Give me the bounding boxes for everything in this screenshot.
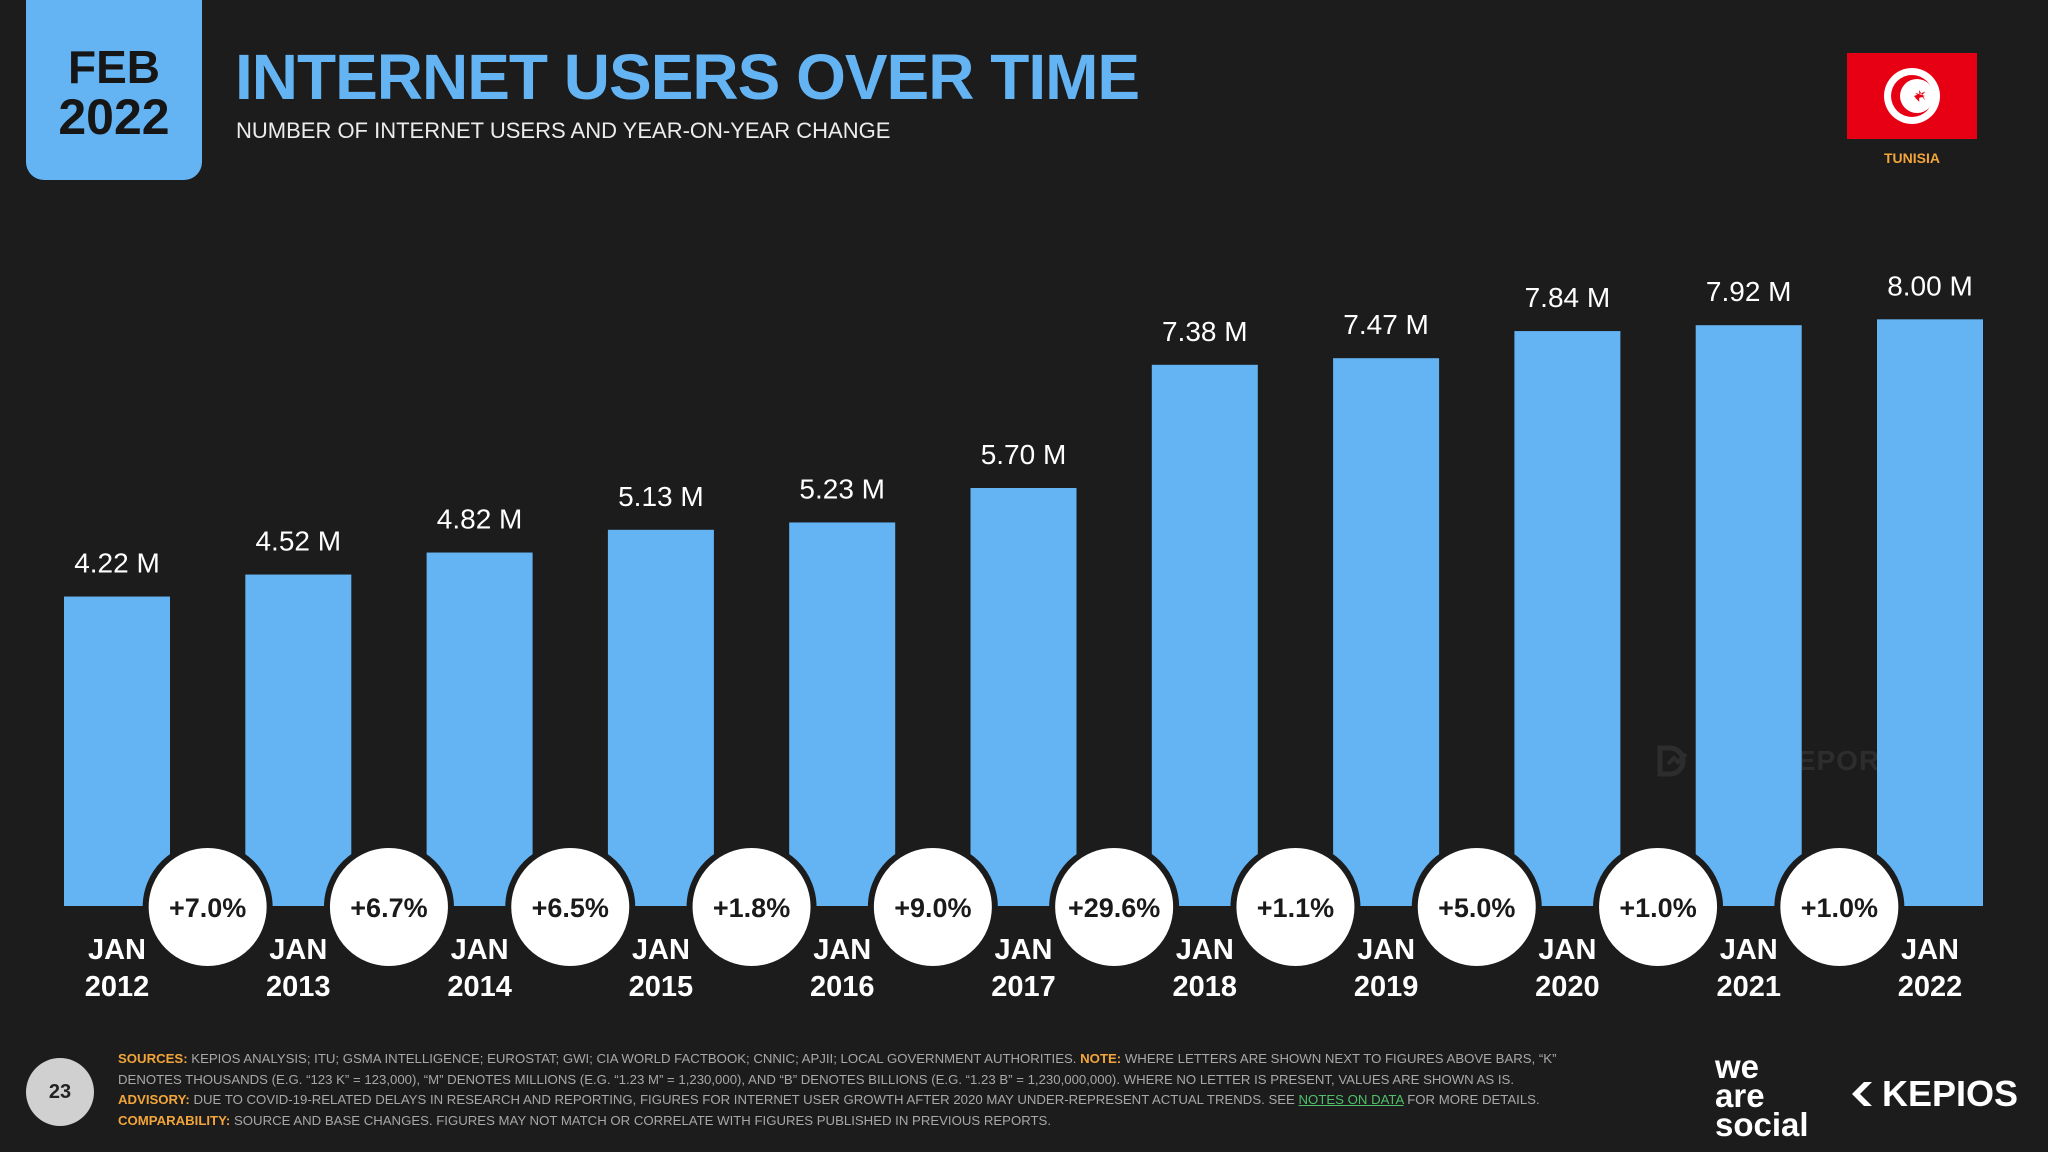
yoy-change-label: +6.7% xyxy=(350,893,427,923)
yoy-change-bubble xyxy=(1593,842,1724,972)
kepios-text: KEPIOS xyxy=(1882,1073,2019,1114)
note-label: NOTE: xyxy=(1080,1051,1122,1066)
advisory-text: DUE TO COVID-19-RELATED DELAYS IN RESEAR… xyxy=(193,1092,1295,1107)
yoy-change-label: +1.8% xyxy=(713,893,790,923)
x-tick-month: JAN xyxy=(1538,934,1596,966)
x-tick-month: JAN xyxy=(1901,934,1959,966)
kepios-mark-icon xyxy=(1852,1082,1872,1106)
yoy-change-label: +1.1% xyxy=(1257,893,1334,923)
date-badge: FEB 2022 xyxy=(26,0,202,180)
yoy-change-label: +1.0% xyxy=(1801,893,1878,923)
kepios-logo: KEPIOS xyxy=(1850,1073,2018,1115)
x-tick-year: 2015 xyxy=(629,971,694,1003)
was-line-3: social xyxy=(1715,1106,1809,1144)
x-tick-month: JAN xyxy=(994,934,1052,966)
comparability-label: COMPARABILITY: xyxy=(118,1112,231,1128)
x-tick-year: 2014 xyxy=(447,971,512,1003)
we-are-social-logo: we are social xyxy=(1715,1048,1809,1144)
x-tick-month: JAN xyxy=(1357,934,1415,966)
note-text: WHERE LETTERS ARE SHOWN NEXT TO FIGURES … xyxy=(118,1051,1557,1087)
bar-value-label: 7.92 M xyxy=(1706,276,1792,307)
bar-value-label: 7.84 M xyxy=(1525,282,1611,313)
x-tick-year: 2013 xyxy=(266,971,331,1003)
sources-text: KEPIOS ANALYSIS; ITU; GSMA INTELLIGENCE;… xyxy=(191,1051,1077,1066)
bar xyxy=(64,596,170,906)
x-tick-month: JAN xyxy=(88,934,146,966)
page-number: 23 xyxy=(26,1058,94,1126)
yoy-change-label: +5.0% xyxy=(1438,893,1515,923)
x-tick-year: 2012 xyxy=(85,971,150,1003)
bar-value-label: 8.00 M xyxy=(1887,270,1973,301)
bar-value-label: 4.22 M xyxy=(74,548,160,579)
datareportal-logo-icon xyxy=(1657,745,1688,777)
yoy-change-label: +29.6% xyxy=(1068,893,1160,923)
bar-value-label: 4.82 M xyxy=(437,504,523,535)
tunisia-flag-icon xyxy=(1847,53,1977,139)
bar xyxy=(789,522,896,906)
footnote: SOURCES: KEPIOS ANALYSIS; ITU; GSMA INTE… xyxy=(118,1049,1558,1131)
yoy-change-bubble xyxy=(686,842,817,972)
bar xyxy=(970,488,1077,906)
x-tick-year: 2022 xyxy=(1898,971,1963,1003)
bar xyxy=(1151,364,1258,906)
notes-on-data-link[interactable]: NOTES ON DATA xyxy=(1298,1092,1404,1107)
bar xyxy=(1877,319,1983,906)
sources-label: SOURCES: xyxy=(118,1051,188,1066)
date-month: FEB xyxy=(68,40,160,93)
x-tick-month: JAN xyxy=(451,934,509,966)
country-label: TUNISIA xyxy=(1884,150,1940,166)
bar-value-label: 7.47 M xyxy=(1343,309,1429,340)
yoy-change-bubble xyxy=(505,842,636,972)
yoy-change-bubble xyxy=(323,842,454,972)
bar-value-label: 4.52 M xyxy=(255,526,341,557)
yoy-change-bubble xyxy=(1774,842,1905,972)
bar xyxy=(1514,331,1621,907)
x-tick-month: JAN xyxy=(813,934,871,966)
yoy-change-label: +7.0% xyxy=(169,893,246,923)
x-tick-month: JAN xyxy=(269,934,327,966)
date-year: 2022 xyxy=(58,88,170,145)
yoy-change-bubble xyxy=(142,842,273,972)
bar xyxy=(1695,325,1802,906)
page-subtitle: NUMBER OF INTERNET USERS AND YEAR-ON-YEA… xyxy=(236,118,891,143)
yoy-change-label: +1.0% xyxy=(1619,893,1696,923)
bar-value-label: 7.38 M xyxy=(1162,316,1248,347)
advisory-tail: FOR MORE DETAILS. xyxy=(1407,1092,1540,1107)
x-tick-month: JAN xyxy=(1720,934,1778,966)
yoy-change-bubble xyxy=(1411,842,1542,972)
bar-value-label: 5.13 M xyxy=(618,481,704,512)
yoy-change-bubble xyxy=(1049,842,1180,972)
x-tick-year: 2021 xyxy=(1716,971,1781,1003)
bar xyxy=(607,529,714,906)
x-tick-month: JAN xyxy=(1176,934,1234,966)
page-title: INTERNET USERS OVER TIME xyxy=(235,41,1140,113)
was-line-1: we xyxy=(1715,1048,1760,1085)
x-tick-month: JAN xyxy=(632,934,690,966)
x-tick-year: 2018 xyxy=(1173,971,1238,1003)
comparability-text: SOURCE AND BASE CHANGES. FIGURES MAY NOT… xyxy=(234,1112,1052,1128)
bar-value-label: 5.23 M xyxy=(799,473,885,504)
bar xyxy=(426,552,533,906)
x-tick-year: 2020 xyxy=(1535,971,1600,1003)
was-line-2: are xyxy=(1715,1077,1765,1115)
yoy-change-label: +9.0% xyxy=(894,893,971,923)
x-tick-year: 2019 xyxy=(1354,971,1419,1003)
x-tick-year: 2016 xyxy=(810,971,875,1003)
yoy-change-bubble xyxy=(867,842,998,972)
yoy-change-label: +6.5% xyxy=(532,893,609,923)
advisory-label: ADVISORY: xyxy=(118,1092,190,1107)
bar xyxy=(1333,358,1440,906)
bar-value-label: 5.70 M xyxy=(981,439,1067,470)
bar xyxy=(245,574,352,906)
yoy-change-bubble xyxy=(1230,842,1361,972)
x-tick-year: 2017 xyxy=(991,971,1056,1003)
